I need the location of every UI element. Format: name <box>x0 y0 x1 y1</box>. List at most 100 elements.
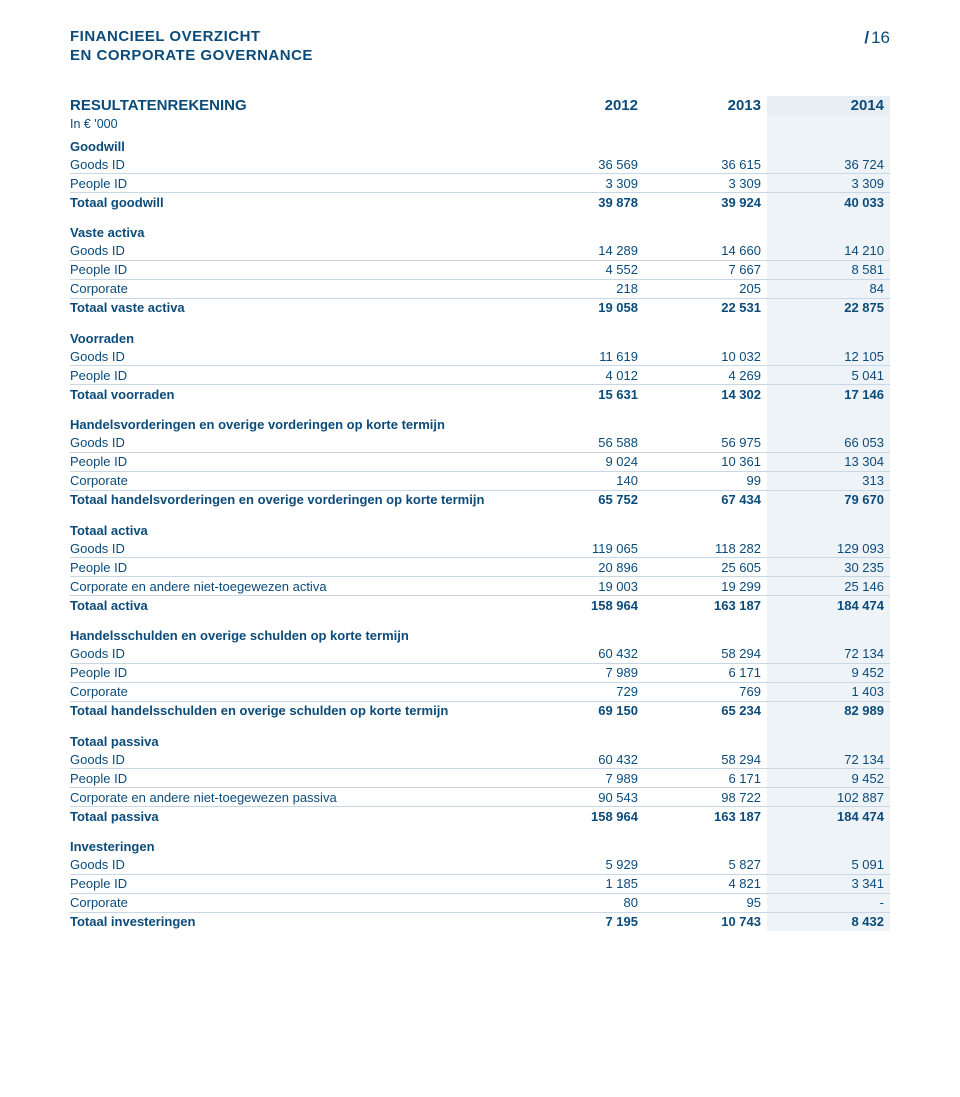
row-value: 13 304 <box>767 452 890 471</box>
row-value: 4 821 <box>644 874 767 893</box>
row-value: 14 660 <box>644 242 767 261</box>
total-label: Totaal handelsschulden en overige schuld… <box>70 701 521 720</box>
section-heading: Totaal passiva <box>70 720 890 751</box>
table-row: Goods ID60 43258 29472 134 <box>70 750 890 769</box>
financial-table: RESULTATENREKENING 2012 2013 2014 In € '… <box>70 96 890 931</box>
table-row: Corporate en andere niet-toegewezen pass… <box>70 788 890 807</box>
row-label: Goods ID <box>70 155 521 174</box>
row-value: 8 581 <box>767 260 890 279</box>
row-value: 5 827 <box>644 856 767 875</box>
row-value: 56 588 <box>521 434 644 453</box>
row-value: 3 341 <box>767 874 890 893</box>
section-heading-label: Totaal activa <box>70 509 521 540</box>
row-label: People ID <box>70 558 521 577</box>
table-row: People ID7 9896 1719 452 <box>70 769 890 788</box>
total-row: Totaal passiva158 964163 187184 474 <box>70 807 890 826</box>
table-row: People ID4 5527 6678 581 <box>70 260 890 279</box>
row-label: People ID <box>70 663 521 682</box>
row-value: 30 235 <box>767 558 890 577</box>
row-label: Corporate <box>70 471 521 490</box>
total-value: 184 474 <box>767 807 890 826</box>
row-label: Corporate en andere niet-toegewezen pass… <box>70 788 521 807</box>
total-value: 39 878 <box>521 193 644 212</box>
row-label: Goods ID <box>70 645 521 664</box>
row-value: 14 289 <box>521 242 644 261</box>
row-value: 95 <box>644 893 767 912</box>
total-value: 158 964 <box>521 596 644 615</box>
table-title: RESULTATENREKENING <box>70 96 521 116</box>
page-slash: / <box>864 28 869 47</box>
total-value: 10 743 <box>644 912 767 931</box>
total-label: Totaal activa <box>70 596 521 615</box>
row-value: 19 003 <box>521 577 644 596</box>
total-label: Totaal handelsvorderingen en overige vor… <box>70 490 521 509</box>
row-label: Goods ID <box>70 242 521 261</box>
total-value: 184 474 <box>767 596 890 615</box>
row-value: 10 032 <box>644 347 767 366</box>
total-value: 40 033 <box>767 193 890 212</box>
row-label: Goods ID <box>70 347 521 366</box>
row-value: 36 615 <box>644 155 767 174</box>
total-value: 22 875 <box>767 298 890 317</box>
row-value: 60 432 <box>521 645 644 664</box>
row-value: 118 282 <box>644 539 767 558</box>
row-value: 218 <box>521 279 644 298</box>
table-row: People ID7 9896 1719 452 <box>70 663 890 682</box>
total-label: Totaal vaste activa <box>70 298 521 317</box>
row-value: 6 171 <box>644 769 767 788</box>
row-value: 60 432 <box>521 750 644 769</box>
total-row: Totaal goodwill39 87839 92440 033 <box>70 193 890 212</box>
row-label: Goods ID <box>70 539 521 558</box>
page: FINANCIEEL OVERZICHT EN CORPORATE GOVERN… <box>0 0 960 981</box>
total-value: 69 150 <box>521 701 644 720</box>
row-value: 140 <box>521 471 644 490</box>
row-value: 313 <box>767 471 890 490</box>
total-label: Totaal voorraden <box>70 385 521 404</box>
total-value: 8 432 <box>767 912 890 931</box>
total-label: Totaal goodwill <box>70 193 521 212</box>
table-row: Goods ID56 58856 97566 053 <box>70 434 890 453</box>
total-value: 82 989 <box>767 701 890 720</box>
table-row: People ID1 1854 8213 341 <box>70 874 890 893</box>
row-value: 84 <box>767 279 890 298</box>
table-row: Corporate21820584 <box>70 279 890 298</box>
section-heading-label: Handelsvorderingen en overige vorderinge… <box>70 403 521 434</box>
row-value: 1 403 <box>767 682 890 701</box>
row-value: 14 210 <box>767 242 890 261</box>
table-row: Goods ID119 065118 282129 093 <box>70 539 890 558</box>
row-label: People ID <box>70 174 521 193</box>
total-row: Totaal voorraden15 63114 30217 146 <box>70 385 890 404</box>
row-value: 72 134 <box>767 645 890 664</box>
row-value: 4 269 <box>644 366 767 385</box>
table-row: Goods ID60 43258 29472 134 <box>70 645 890 664</box>
total-value: 7 195 <box>521 912 644 931</box>
table-body: GoodwillGoods ID36 56936 61536 724People… <box>70 133 890 931</box>
row-value: 9 452 <box>767 663 890 682</box>
total-label: Totaal passiva <box>70 807 521 826</box>
table-row: Corporate8095- <box>70 893 890 912</box>
total-value: 15 631 <box>521 385 644 404</box>
row-value: 58 294 <box>644 750 767 769</box>
table-row: Corporate14099313 <box>70 471 890 490</box>
row-value: 6 171 <box>644 663 767 682</box>
row-label: People ID <box>70 366 521 385</box>
col-2014: 2014 <box>767 96 890 116</box>
total-row: Totaal handelsvorderingen en overige vor… <box>70 490 890 509</box>
doc-title-line2: EN CORPORATE GOVERNANCE <box>70 47 313 64</box>
row-label: People ID <box>70 769 521 788</box>
section-heading-label: Investeringen <box>70 825 521 856</box>
row-value: 4 552 <box>521 260 644 279</box>
total-row: Totaal activa158 964163 187184 474 <box>70 596 890 615</box>
total-value: 14 302 <box>644 385 767 404</box>
row-value: 1 185 <box>521 874 644 893</box>
row-value: 5 041 <box>767 366 890 385</box>
row-value: 129 093 <box>767 539 890 558</box>
col-2013: 2013 <box>644 96 767 116</box>
row-value: 7 989 <box>521 769 644 788</box>
total-value: 65 234 <box>644 701 767 720</box>
table-row: Goods ID11 61910 03212 105 <box>70 347 890 366</box>
table-subtitle-row: In € '000 <box>70 116 890 133</box>
row-value: 3 309 <box>521 174 644 193</box>
row-value: 19 299 <box>644 577 767 596</box>
table-subtitle: In € '000 <box>70 116 521 133</box>
